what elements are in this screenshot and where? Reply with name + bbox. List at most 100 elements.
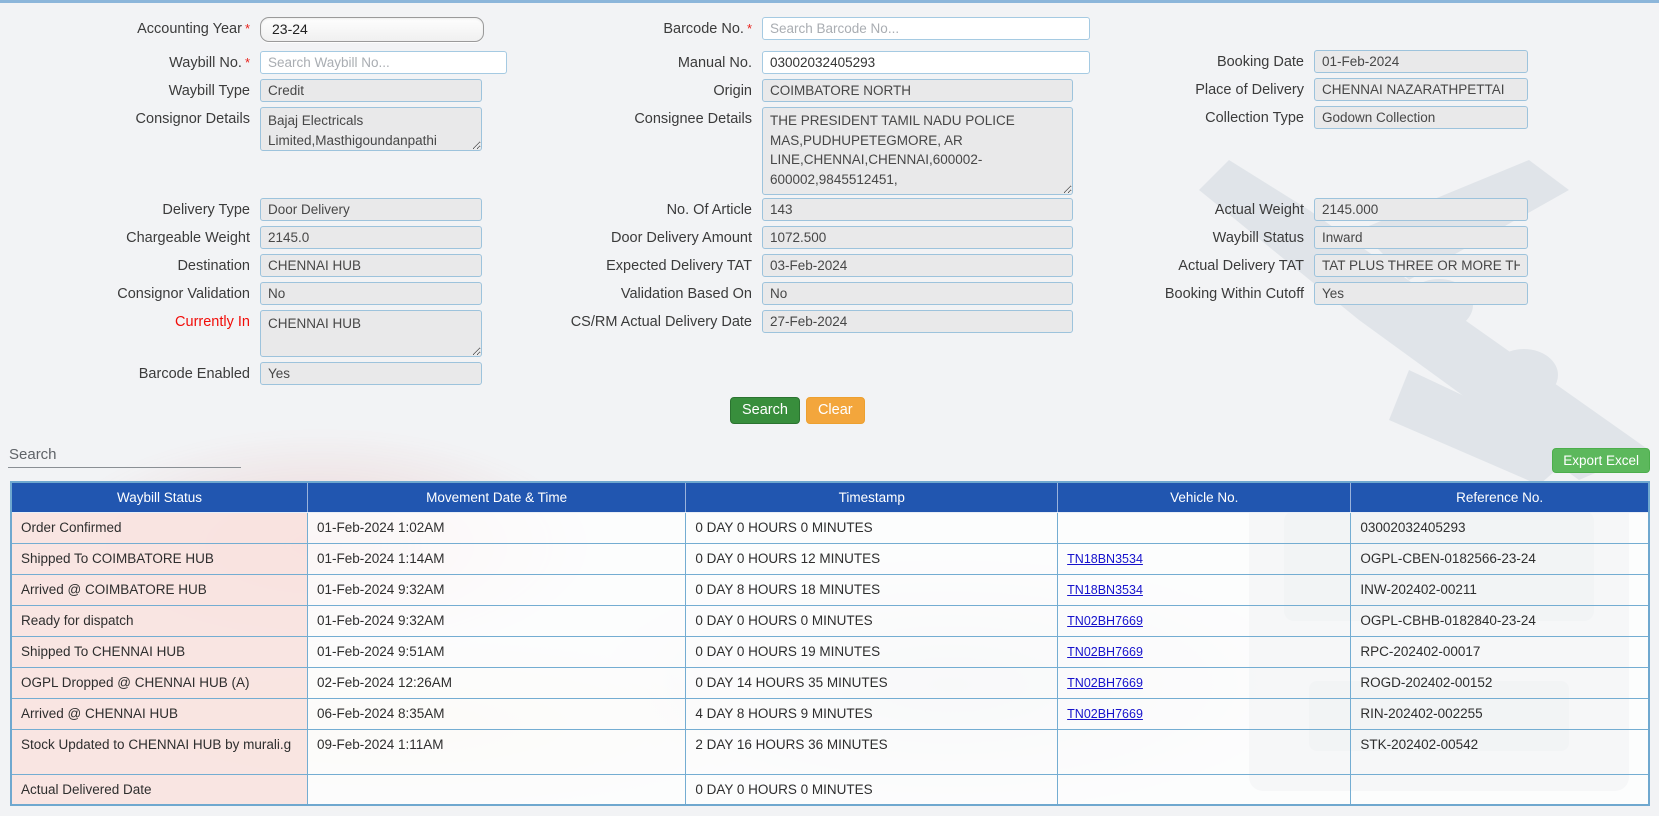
status-cell: Arrived @ COIMBATORE HUB — [10, 573, 308, 606]
delivery-type-label: Delivery Type — [162, 202, 250, 218]
timestamp-cell: 0 DAY 0 HOURS 19 MINUTES — [685, 635, 1059, 668]
datetime-cell: 01-Feb-2024 1:02AM — [306, 511, 687, 544]
actual-weight-field — [1314, 198, 1528, 221]
table-row: Arrived @ COIMBATORE HUB 01-Feb-2024 9:3… — [10, 573, 1650, 606]
cs-rm-actual-delivery-date-field — [762, 310, 1073, 333]
actual-delivery-tat-label: Actual Delivery TAT — [1178, 258, 1304, 274]
destination-label: Destination — [177, 258, 250, 274]
validation-based-on-field — [762, 282, 1073, 305]
timestamp-cell: 0 DAY 0 HOURS 0 MINUTES — [685, 604, 1059, 637]
collection-type-field — [1314, 106, 1528, 129]
vehicle-cell: TN18BN3534 — [1057, 542, 1352, 575]
barcode-no-label: Barcode No. * — [663, 21, 752, 37]
timestamp-cell: 0 DAY 0 HOURS 0 MINUTES — [685, 511, 1059, 544]
column-header-timestamp: Timestamp — [685, 482, 1059, 513]
status-cell: Shipped To COIMBATORE HUB — [10, 542, 308, 575]
form-column-left: Accounting Year* 23-24 Waybill No.* Wayb… — [10, 17, 507, 156]
vehicle-no-link[interactable]: TN18BN3534 — [1067, 582, 1143, 597]
door-delivery-amount-label: Door Delivery Amount — [610, 230, 752, 246]
origin-field — [762, 79, 1073, 102]
form-column-left-2: Delivery Type Chargeable Weight Destinat… — [10, 198, 482, 390]
table-row: Order Confirmed 01-Feb-2024 1:02AM 0 DAY… — [10, 511, 1650, 544]
vehicle-cell: TN02BH7669 — [1057, 635, 1352, 668]
vehicle-no-link[interactable]: TN02BH7669 — [1067, 644, 1143, 659]
booking-date-label: Booking Date — [1216, 54, 1304, 70]
vehicle-no-link[interactable]: TN02BH7669 — [1067, 613, 1143, 628]
timestamp-cell: 2 DAY 16 HOURS 36 MINUTES — [685, 728, 1059, 775]
export-excel-button[interactable]: Export Excel — [1552, 448, 1650, 473]
table-row: Shipped To COIMBATORE HUB 01-Feb-2024 1:… — [10, 542, 1650, 575]
waybill-no-input[interactable] — [260, 51, 507, 74]
reference-cell: STK-202402-00542 — [1350, 728, 1650, 775]
page-top-accent-bar — [0, 0, 1659, 3]
status-cell: Actual Delivered Date — [10, 773, 308, 806]
booking-within-cutoff-label: Booking Within Cutoff — [1164, 286, 1304, 302]
reference-cell: 03002032405293 — [1350, 511, 1650, 544]
vehicle-no-link[interactable]: TN02BH7669 — [1067, 675, 1143, 690]
currently-in-label: Currently In — [175, 314, 250, 330]
table-row: OGPL Dropped @ CHENNAI HUB (A) 02-Feb-20… — [10, 666, 1650, 699]
expected-delivery-tat-label: Expected Delivery TAT — [606, 258, 752, 274]
form-column-middle-2: No. Of Article Door Delivery Amount Expe… — [560, 198, 1073, 338]
place-of-delivery-field — [1314, 78, 1528, 101]
consignor-details-label: Consignor Details — [135, 111, 250, 127]
status-cell: Shipped To CHENNAI HUB — [10, 635, 308, 668]
vehicle-cell: TN18BN3534 — [1057, 573, 1352, 606]
manual-no-input[interactable] — [762, 51, 1090, 74]
reference-cell: OGPL-CBEN-0182566-23-24 — [1350, 542, 1650, 575]
timestamp-cell: 0 DAY 8 HOURS 18 MINUTES — [685, 573, 1059, 606]
waybill-type-label: Waybill Type — [168, 83, 250, 99]
required-asterisk: * — [244, 21, 250, 36]
table-filter-search-input[interactable] — [8, 442, 241, 468]
datetime-cell: 01-Feb-2024 9:51AM — [306, 635, 687, 668]
origin-label: Origin — [713, 83, 752, 99]
status-cell: Stock Updated to CHENNAI HUB by murali.g — [10, 728, 308, 775]
clear-button[interactable]: Clear — [805, 397, 865, 425]
datetime-cell: 01-Feb-2024 9:32AM — [306, 604, 687, 637]
timestamp-cell: 0 DAY 0 HOURS 12 MINUTES — [685, 542, 1059, 575]
currently-in-field: CHENNAI HUB — [260, 310, 482, 357]
barcode-enabled-field — [260, 362, 482, 385]
table-row: Actual Delivered Date 0 DAY 0 HOURS 0 MI… — [10, 773, 1650, 806]
vehicle-no-link[interactable]: TN18BN3534 — [1067, 551, 1143, 566]
datetime-cell — [306, 773, 687, 806]
chargeable-weight-label: Chargeable Weight — [126, 230, 250, 246]
vehicle-cell — [1057, 511, 1352, 544]
chargeable-weight-field — [260, 226, 482, 249]
timestamp-cell: 4 DAY 8 HOURS 9 MINUTES — [685, 697, 1059, 730]
destination-field — [260, 254, 482, 277]
consignor-validation-field — [260, 282, 482, 305]
consignor-validation-label: Consignor Validation — [117, 286, 250, 302]
no-of-article-label: No. Of Article — [666, 202, 752, 218]
validation-based-on-label: Validation Based On — [620, 286, 752, 302]
reference-cell: RIN-202402-002255 — [1350, 697, 1650, 730]
table-row: Stock Updated to CHENNAI HUB by murali.g… — [10, 728, 1650, 775]
booking-within-cutoff-field — [1314, 282, 1528, 305]
status-cell: Arrived @ CHENNAI HUB — [10, 697, 308, 730]
expected-delivery-tat-field — [762, 254, 1073, 277]
barcode-no-input[interactable] — [762, 17, 1090, 40]
place-of-delivery-label: Place of Delivery — [1195, 82, 1304, 98]
timestamp-cell: 0 DAY 14 HOURS 35 MINUTES — [685, 666, 1059, 699]
accounting-year-select[interactable]: 23-24 — [260, 17, 484, 42]
datetime-cell: 01-Feb-2024 1:14AM — [306, 542, 687, 575]
status-cell: Order Confirmed — [10, 511, 308, 544]
search-button[interactable]: Search — [730, 397, 800, 425]
required-asterisk: * — [244, 55, 250, 70]
form-actions: Search Clear — [730, 397, 865, 425]
delivery-type-field — [260, 198, 482, 221]
waybill-status-field — [1314, 226, 1528, 249]
reference-cell: RPC-202402-00017 — [1350, 635, 1650, 668]
status-cell: Ready for dispatch — [10, 604, 308, 637]
collection-type-label: Collection Type — [1205, 110, 1304, 126]
vehicle-no-link[interactable]: TN02BH7669 — [1067, 706, 1143, 721]
datetime-cell: 02-Feb-2024 12:26AM — [306, 666, 687, 699]
reference-cell: ROGD-202402-00152 — [1350, 666, 1650, 699]
required-asterisk: * — [746, 21, 752, 36]
datetime-cell: 06-Feb-2024 8:35AM — [306, 697, 687, 730]
reference-cell — [1350, 773, 1650, 806]
column-header-movement-date-time: Movement Date & Time — [307, 482, 687, 513]
vehicle-cell: TN02BH7669 — [1057, 697, 1352, 730]
table-row: Shipped To CHENNAI HUB 01-Feb-2024 9:51A… — [10, 635, 1650, 668]
waybill-status-label: Waybill Status — [1212, 230, 1304, 246]
